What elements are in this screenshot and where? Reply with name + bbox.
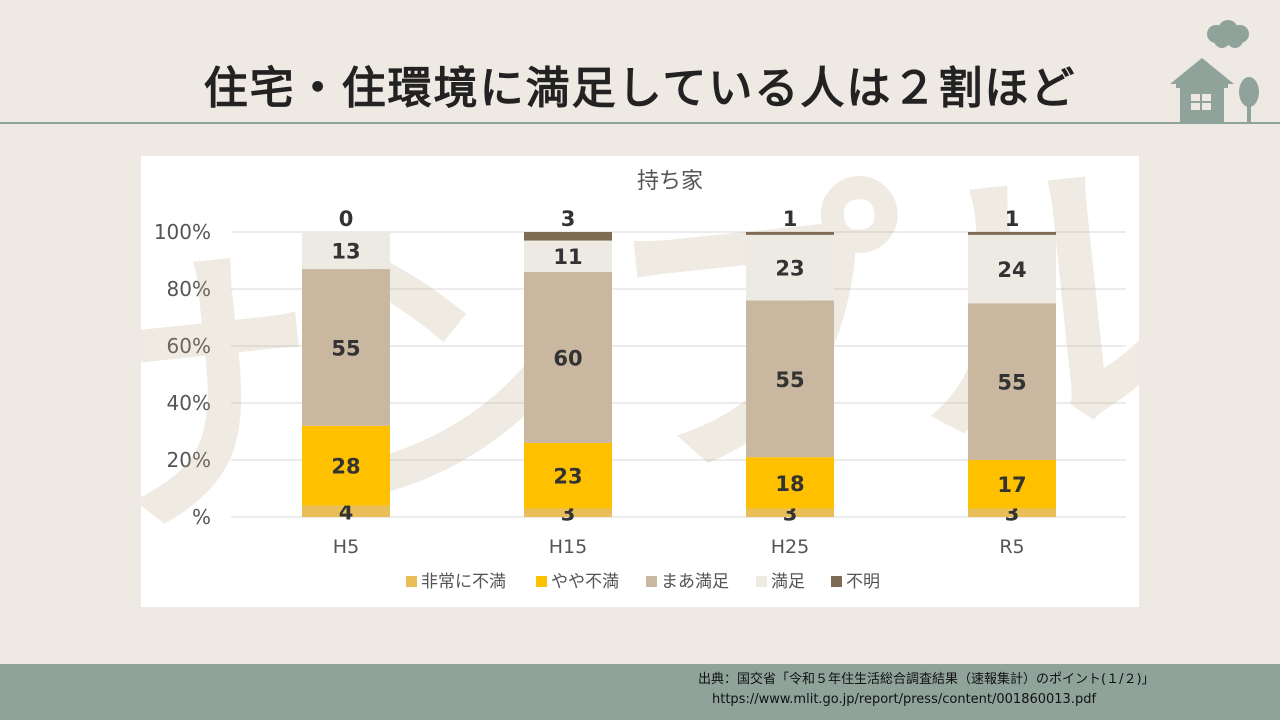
chart-title: 持ち家 bbox=[637, 169, 703, 194]
legend-swatch bbox=[536, 576, 547, 587]
source-citation: 出典：国交省「令和５年住生活総合調査結果（速報集計）のポイント(１/２)」 ht… bbox=[698, 670, 1155, 710]
legend-swatch bbox=[756, 576, 767, 587]
bar-segment bbox=[746, 457, 834, 509]
bar-segment bbox=[524, 271, 612, 443]
legend-swatch bbox=[646, 576, 657, 587]
source-url: https://www.mlit.go.jp/report/press/cont… bbox=[712, 692, 1097, 707]
legend-swatch bbox=[406, 576, 417, 587]
bar-segment bbox=[524, 240, 612, 272]
chart-panel: 持ち家% 20% 40% 60% 80% 100% サンプル 4 28 55 13 0 H5 3 23 60 1… bbox=[141, 156, 1139, 607]
x-tick-label: R5 bbox=[999, 536, 1024, 558]
bar-segment bbox=[302, 505, 390, 517]
legend-swatch bbox=[831, 576, 842, 587]
y-tick-label: % bbox=[192, 505, 211, 529]
data-label: 1 bbox=[783, 207, 798, 231]
data-label: 23 bbox=[553, 465, 582, 489]
bar-segment bbox=[302, 269, 390, 426]
legend-label: 不明 bbox=[846, 572, 880, 592]
bar-segment bbox=[524, 232, 612, 241]
bar-segment bbox=[968, 303, 1056, 460]
data-label: 60 bbox=[553, 346, 582, 370]
bar-segment bbox=[524, 442, 612, 509]
bar-segment bbox=[968, 234, 1056, 304]
x-tick-label: H25 bbox=[771, 536, 809, 558]
data-label: 0 bbox=[339, 207, 354, 231]
data-label: 55 bbox=[331, 336, 360, 360]
legend-label: 満足 bbox=[771, 572, 805, 592]
data-label: 1 bbox=[1005, 207, 1020, 231]
bar-segment bbox=[968, 508, 1056, 517]
house-illustration-icon bbox=[1170, 20, 1259, 124]
y-tick-label: 20% bbox=[167, 448, 211, 472]
data-label: 55 bbox=[997, 371, 1026, 395]
bar-segment bbox=[302, 425, 390, 506]
footer-bar bbox=[0, 664, 1280, 720]
legend-label: 非常に不満 bbox=[421, 572, 506, 592]
data-label: 18 bbox=[775, 472, 804, 496]
bar-segment bbox=[746, 300, 834, 458]
data-label: 3 bbox=[561, 207, 576, 231]
data-label: 4 bbox=[339, 500, 354, 524]
bar-segment bbox=[746, 232, 834, 235]
bar-segment bbox=[524, 508, 612, 517]
data-label: 24 bbox=[997, 258, 1026, 282]
data-label: 28 bbox=[331, 455, 360, 479]
y-tick-label: 60% bbox=[167, 334, 211, 358]
bar-segment bbox=[968, 232, 1056, 235]
title-divider bbox=[0, 122, 1280, 124]
legend-label: まあ満足 bbox=[661, 572, 729, 592]
x-tick-label: H5 bbox=[333, 536, 359, 558]
x-tick-label: H15 bbox=[549, 536, 587, 558]
slide-title: 住宅・住環境に満足している人は２割ほど bbox=[203, 63, 1077, 114]
data-label: 23 bbox=[775, 257, 804, 281]
bar-segment bbox=[302, 232, 390, 270]
bar-segment bbox=[968, 460, 1056, 509]
y-tick-label: 100% bbox=[154, 220, 211, 244]
data-label: 17 bbox=[997, 473, 1026, 497]
data-label: 13 bbox=[331, 240, 360, 264]
legend-label: やや不満 bbox=[551, 572, 619, 592]
y-tick-label: 80% bbox=[167, 277, 211, 301]
bar-segment bbox=[746, 508, 834, 517]
data-label: 55 bbox=[775, 368, 804, 392]
data-label: 11 bbox=[553, 245, 582, 269]
y-tick-label: 40% bbox=[167, 391, 211, 415]
bar-segment bbox=[746, 234, 834, 301]
stacked-bar-chart: 持ち家%20%40%60%80%100%サンプル42855130H5323601… bbox=[141, 156, 1139, 592]
source-title: 出典：国交省「令和５年住生活総合調査結果（速報集計）のポイント(１/２)」 bbox=[698, 672, 1155, 687]
